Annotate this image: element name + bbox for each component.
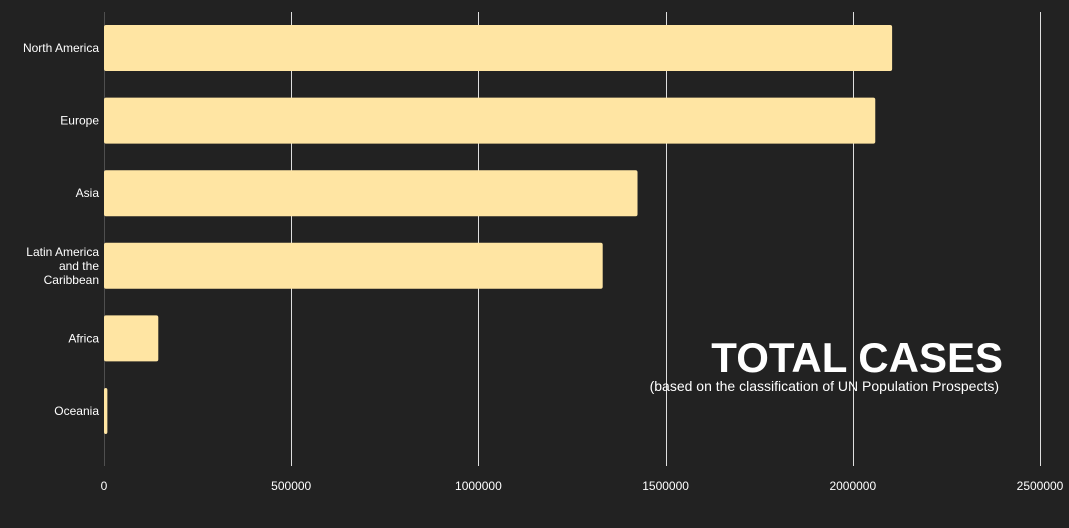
bar-north-america (104, 25, 893, 71)
category-label: North America (23, 41, 99, 55)
category-label: Latin America and the Caribbean (26, 245, 99, 287)
category-label-line: Oceania (54, 404, 99, 418)
category-label: Africa (68, 331, 99, 345)
chart-subtitle: (based on the classification of UN Popul… (649, 378, 999, 394)
bar-latin-america-and-the-caribbean (104, 242, 603, 289)
bar-europe (104, 97, 876, 144)
x-tick-label: 1500000 (642, 479, 689, 493)
category-label: Oceania (54, 404, 99, 418)
x-tick-labels: 0 500000 1000000 1500000 2000000 2500000 (101, 479, 1064, 493)
x-tick-label: 0 (101, 479, 108, 493)
bar-asia (104, 170, 638, 217)
category-label-line: Latin America (26, 245, 99, 259)
category-label-line: Africa (68, 331, 99, 345)
x-tick-label: 2000000 (829, 479, 876, 493)
category-label: Asia (76, 186, 100, 200)
x-tick-label: 500000 (271, 479, 311, 493)
x-tick-label: 2500000 (1017, 479, 1064, 493)
x-tick-label: 1000000 (455, 479, 502, 493)
bar-africa (104, 315, 159, 362)
category-label-line: Europe (60, 114, 99, 128)
bars (104, 25, 893, 434)
bar-oceania (104, 388, 108, 434)
gridlines (104, 12, 1041, 466)
category-label: Europe (60, 114, 99, 128)
category-label-line: and the (59, 259, 99, 273)
category-label-line: Caribbean (44, 273, 99, 287)
chart-title: TOTAL CASES (711, 334, 1003, 381)
category-label-line: North America (23, 41, 99, 55)
category-label-line: Asia (76, 186, 100, 200)
category-labels: North America Europe Asia Latin America and … (23, 41, 99, 418)
